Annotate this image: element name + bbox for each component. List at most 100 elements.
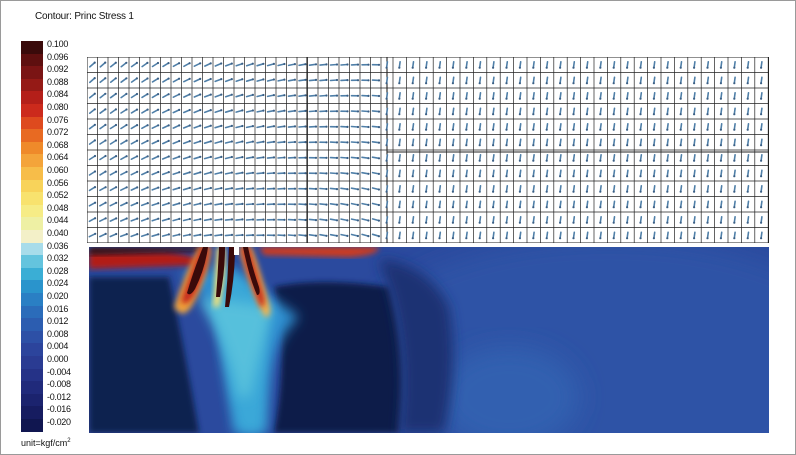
vector-head	[188, 233, 191, 236]
vector-head	[559, 175, 562, 178]
vector-head	[652, 144, 656, 147]
vector-head	[346, 172, 349, 175]
vector-head	[599, 128, 602, 131]
vector-head	[652, 206, 656, 209]
vector-head	[251, 187, 255, 190]
legend-swatch	[21, 204, 43, 218]
legend-swatch	[21, 230, 43, 243]
vector-head	[693, 82, 696, 85]
vector-head	[626, 175, 629, 178]
vector-head	[157, 233, 160, 236]
vector-head	[367, 157, 370, 160]
vector-head	[385, 82, 388, 85]
vector-head	[104, 139, 107, 142]
lobe-right-core	[243, 247, 260, 295]
vector-head	[135, 61, 138, 64]
vector-head	[585, 128, 588, 131]
vector-head	[241, 78, 244, 81]
vector-head	[679, 159, 682, 162]
vector-head	[125, 108, 128, 111]
vector-head	[425, 128, 428, 131]
vector-head	[188, 217, 191, 221]
vector-head	[230, 171, 233, 174]
vector-head	[146, 202, 149, 205]
vector-head	[188, 93, 191, 96]
vector-head	[505, 206, 508, 209]
vector-head	[505, 221, 508, 224]
vector-head	[478, 175, 481, 178]
legend-swatch	[21, 104, 43, 117]
vector-head	[335, 94, 339, 97]
vector-head	[209, 186, 212, 190]
vector-head	[760, 82, 763, 85]
vector-head	[346, 141, 349, 144]
legend-tick-label: 0.036	[47, 240, 69, 251]
vector-head	[518, 221, 521, 224]
vector-head	[465, 237, 468, 240]
vector-head	[283, 187, 286, 190]
legend-swatch	[21, 280, 43, 294]
vector-head	[241, 62, 244, 65]
vector-head	[104, 170, 107, 173]
vector-head	[262, 187, 265, 190]
contour-title: Contour: Princ Stress 1	[35, 11, 134, 22]
vector-head	[438, 144, 441, 147]
vector-head	[199, 140, 202, 143]
legend-swatch	[21, 330, 43, 344]
vector-head	[293, 156, 297, 159]
vector-head	[679, 97, 682, 100]
vector-head	[652, 221, 656, 224]
vector-head	[220, 109, 223, 112]
vector-head	[693, 221, 696, 224]
vector-head	[425, 97, 428, 100]
vector-head	[262, 140, 265, 143]
vector-head	[559, 82, 562, 85]
vector-head	[135, 77, 138, 80]
vector-head	[220, 93, 223, 96]
vector-head	[377, 188, 380, 191]
vector-head	[283, 140, 286, 143]
vector-head	[304, 156, 307, 159]
vector-head	[612, 175, 615, 178]
legend-tick-label: 0.024	[47, 278, 69, 289]
vector-head	[335, 234, 338, 237]
vector-head	[385, 128, 388, 131]
vector-head	[398, 113, 401, 116]
vector-head	[652, 82, 656, 85]
vector-head	[733, 128, 736, 131]
vector-head	[125, 186, 128, 189]
vector-head	[693, 190, 696, 193]
vector-head	[262, 171, 265, 174]
mesh-grid	[87, 57, 769, 243]
vector-head	[167, 202, 170, 205]
vector-head	[639, 66, 642, 69]
vector-head	[262, 78, 265, 81]
vector-head	[545, 175, 548, 178]
vector-head	[272, 78, 275, 81]
legend-tick-label: 0.016	[47, 303, 69, 314]
vector-head	[209, 109, 212, 112]
vector-head	[733, 113, 736, 116]
vector-head	[438, 159, 441, 162]
unit-superscript: 2	[67, 438, 71, 444]
vector-head	[199, 233, 202, 236]
vector-head	[559, 66, 562, 69]
vector-head	[492, 97, 495, 100]
vector-head	[572, 159, 575, 162]
vector-head	[612, 206, 615, 209]
vector-head	[585, 206, 588, 209]
vector-head	[599, 144, 602, 147]
legend-tick-label: 0.028	[47, 265, 69, 276]
vector-head	[599, 113, 602, 116]
vector-head	[335, 110, 339, 113]
vector-head	[199, 124, 202, 127]
vector-head	[733, 175, 736, 178]
region-left-low	[89, 277, 199, 433]
vector-head	[157, 202, 160, 205]
vector-head	[559, 113, 562, 116]
vector-head	[230, 233, 234, 236]
vector-head	[325, 219, 328, 222]
vector-head	[398, 159, 401, 162]
vector-head	[505, 144, 508, 147]
vector-head	[518, 113, 521, 116]
